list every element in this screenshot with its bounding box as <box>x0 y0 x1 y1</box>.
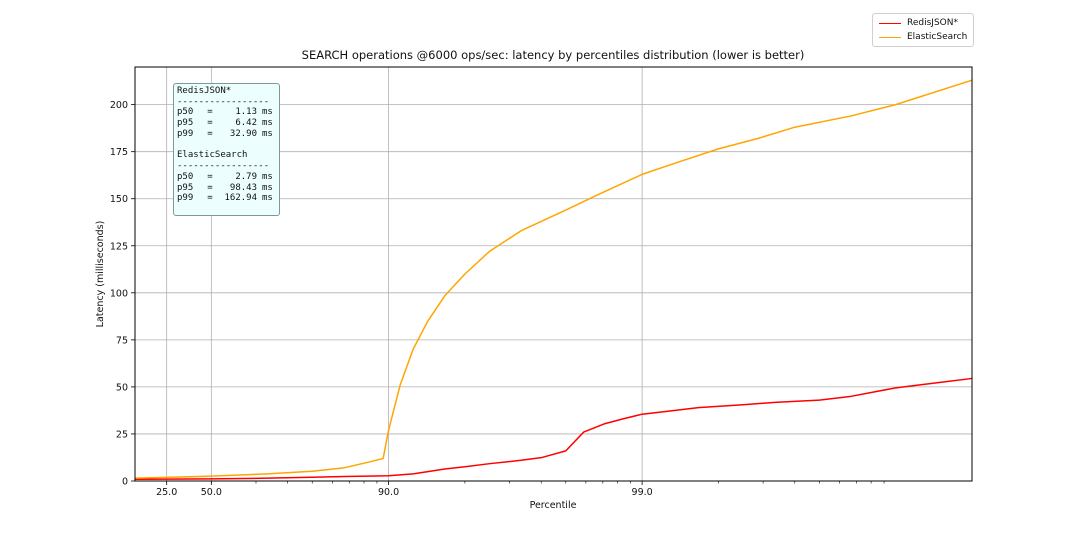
y-tick-label: 200 <box>110 100 128 111</box>
legend-swatch-redisjson <box>879 22 901 24</box>
stats-label: p99 <box>177 128 194 139</box>
plot-frame <box>134 66 973 482</box>
y-tick-label: 175 <box>110 147 128 158</box>
legend-item: RedisJSON* <box>879 17 958 29</box>
stats-box: RedisJSON* ----------------- p50 = 1.13 … <box>173 83 280 216</box>
stats-unit: ms <box>262 128 273 139</box>
stats-unit: ms <box>262 118 273 129</box>
legend-swatch-elasticsearch <box>879 36 901 38</box>
y-tick-label: 0 <box>122 477 128 488</box>
legend-label: RedisJSON* <box>907 18 958 28</box>
stats-eq: = <box>207 107 213 118</box>
x-tick-label: 50.0 <box>201 487 222 498</box>
stats-group-title: RedisJSON* <box>177 86 232 96</box>
x-axis: 25.0 50.0 90.0 99.0 <box>156 481 885 498</box>
legend-label: ElasticSearch <box>907 32 968 42</box>
stats-label: p95 <box>177 182 194 193</box>
stats-unit: ms <box>262 182 273 193</box>
stats-unit: ms <box>262 107 273 118</box>
series-line-redisjson <box>134 377 973 481</box>
legend: RedisJSON* ElasticSearch <box>872 13 974 47</box>
stats-unit: ms <box>262 171 273 182</box>
chart-title: SEARCH operations @6000 ops/sec: latency… <box>302 48 805 62</box>
y-tick-label: 150 <box>110 194 128 205</box>
legend-item: ElasticSearch <box>879 31 967 43</box>
x-tick-label: 25.0 <box>156 487 177 498</box>
x-tick-label: 99.0 <box>632 487 653 498</box>
stats-label: p95 <box>177 118 194 129</box>
stats-value: 2.79 <box>235 171 257 182</box>
y-axis-label: Latency (milliseconds) <box>95 221 106 328</box>
stats-group-title: ElasticSearch <box>177 150 248 161</box>
stats-row: p95 = 98.43 ms <box>177 183 276 194</box>
stats-value: 6.42 <box>235 118 257 129</box>
y-tick-label: 75 <box>116 335 128 346</box>
series-line-elasticsearch <box>134 79 973 479</box>
stats-value: 32.90 <box>229 128 257 139</box>
x-axis-label: Percentile <box>530 500 577 511</box>
stats-eq: = <box>207 128 213 139</box>
stats-row: p50 = 2.79 ms <box>177 172 276 183</box>
y-tick-label: 100 <box>110 288 128 299</box>
y-tick-label: 50 <box>116 382 128 393</box>
y-tick-label: 125 <box>110 241 128 252</box>
stats-unit: ms <box>262 193 273 204</box>
stats-separator: ----------------- <box>177 161 270 172</box>
stats-eq: = <box>207 193 213 204</box>
stats-spacer <box>177 139 276 150</box>
stats-row: p99 = 162.94 ms <box>177 193 276 204</box>
stats-row: p50 = 1.13 ms <box>177 107 276 118</box>
stats-value: 1.13 <box>235 107 257 118</box>
stats-eq: = <box>207 182 213 193</box>
y-axis: 0 25 50 75 100 125 150 175 200 <box>110 100 135 488</box>
stats-value: 98.43 <box>229 182 257 193</box>
x-tick-label: 90.0 <box>378 487 399 498</box>
stats-label: p99 <box>177 193 194 204</box>
stats-separator: ----------------- <box>177 96 270 107</box>
stats-row: p95 = 6.42 ms <box>177 118 276 129</box>
stats-label: p50 <box>177 107 194 118</box>
series-layer <box>134 79 973 481</box>
y-tick-label: 25 <box>116 429 128 440</box>
stats-value: 162.94 <box>224 193 257 204</box>
stats-eq: = <box>207 118 213 129</box>
stats-label: p50 <box>177 171 194 182</box>
stats-row: p99 = 32.90 ms <box>177 129 276 140</box>
stats-eq: = <box>207 171 213 182</box>
